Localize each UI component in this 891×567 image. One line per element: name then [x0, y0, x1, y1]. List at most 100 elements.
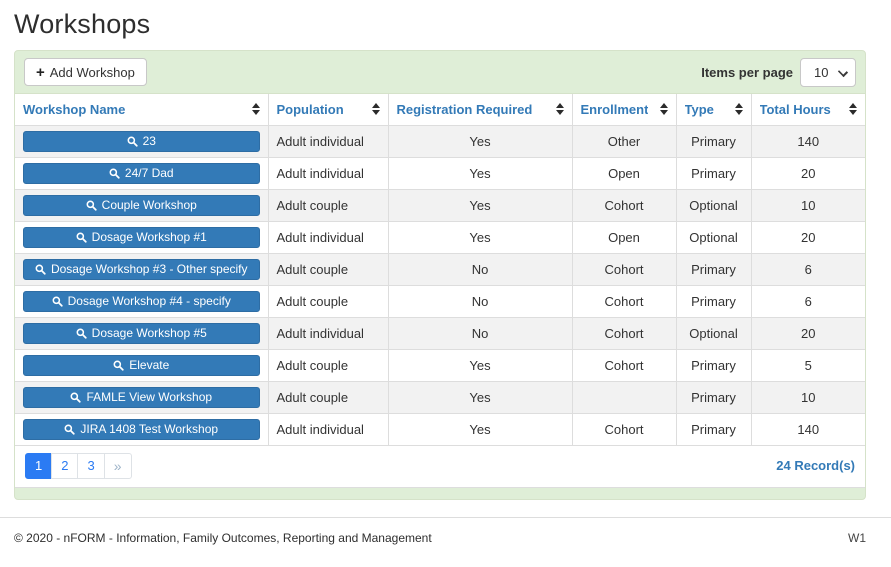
total-hours-cell: 140 [750, 124, 865, 158]
workshops-table-container: Workshop Name Population Registration Requ… [15, 93, 865, 488]
workshop-name-button[interactable]: 23 [23, 130, 260, 152]
registration-required-cell: Yes [387, 220, 573, 254]
total-hours-cell: 140 [750, 412, 865, 446]
workshop-name-cell: Dosage Workshop #3 - Other specify [15, 252, 269, 286]
workshop-name-cell: Dosage Workshop #1 [15, 220, 269, 254]
column-label: Workshop Name [23, 101, 126, 117]
enrollment-cell: Open [571, 220, 677, 254]
workshop-name-label: Couple Workshop [101, 198, 197, 212]
enrollment-cell: Cohort [571, 412, 677, 446]
workshop-name-cell: JIRA 1408 Test Workshop [15, 412, 269, 446]
table-row: Elevate Adult couple Yes Cohort Primary 5 [15, 348, 865, 382]
column-header-type[interactable]: Type [675, 94, 752, 126]
magnifier-icon [70, 392, 82, 403]
workshop-name-cell: 24/7 Dad [15, 156, 269, 190]
column-header-population[interactable]: Population [267, 94, 389, 126]
copyright-text: © 2020 - nFORM - Information, Family Out… [14, 530, 432, 545]
table-row: JIRA 1408 Test Workshop Adult individual Y… [15, 412, 865, 446]
column-header-registration-required[interactable]: Registration Required [387, 94, 573, 126]
enrollment-cell: Cohort [571, 284, 677, 318]
workshop-name-cell: Dosage Workshop #4 - specify [15, 284, 269, 318]
type-cell: Primary [675, 380, 752, 414]
workshop-name-cell: FAMLE View Workshop [15, 380, 269, 414]
magnifier-icon [113, 360, 124, 371]
registration-required-cell: Yes [387, 124, 573, 158]
column-header-total-hours[interactable]: Total Hours [750, 94, 865, 126]
sort-icon [371, 103, 380, 116]
workshop-name-label: Elevate [129, 358, 170, 372]
type-cell: Primary [675, 156, 752, 190]
magnifier-icon [64, 424, 76, 435]
sort-icon [659, 103, 668, 116]
enrollment-cell: Cohort [571, 252, 677, 286]
page-button-1[interactable]: 1 [25, 452, 53, 479]
version-label: W1 [848, 530, 866, 545]
magnifier-icon [109, 168, 120, 179]
population-cell: Adult individual [267, 412, 389, 446]
workshop-name-button[interactable]: Couple Workshop [23, 194, 260, 216]
workshop-name-button[interactable]: Dosage Workshop #3 - Other specify [23, 258, 260, 280]
column-header-enrollment[interactable]: Enrollment [571, 94, 677, 126]
total-hours-cell: 5 [750, 348, 865, 382]
population-cell: Adult couple [267, 188, 389, 222]
column-label: Population [276, 101, 344, 117]
total-hours-cell: 20 [750, 220, 865, 254]
plus-icon: + [36, 63, 45, 81]
workshop-name-cell: 23 [15, 124, 269, 158]
toolbar: + Add Workshop Items per page 10 [15, 51, 865, 93]
enrollment-cell: Cohort [571, 316, 677, 350]
workshop-name-label: JIRA 1408 Test Workshop [80, 422, 219, 436]
magnifier-icon [76, 232, 87, 243]
column-label: Enrollment [580, 101, 649, 117]
column-label: Registration Required [396, 101, 533, 117]
type-cell: Optional [675, 316, 752, 350]
magnifier-icon [127, 136, 138, 147]
table-footer: 1 2 3» 24 Record(s) [15, 445, 865, 488]
footer: © 2020 - nFORM - Information, Family Out… [0, 518, 891, 545]
workshops-panel: + Add Workshop Items per page 10 Worksho… [14, 50, 866, 500]
type-cell: Primary [675, 412, 752, 446]
type-cell: Optional [675, 188, 752, 222]
items-per-page-select[interactable]: 10 [800, 57, 856, 87]
next-page-button[interactable]: » [103, 452, 132, 479]
type-cell: Primary [675, 252, 752, 286]
registration-required-cell: Yes [387, 380, 573, 414]
page-button-2[interactable]: 2 [51, 452, 79, 479]
workshop-name-button[interactable]: Dosage Workshop #1 [23, 226, 260, 248]
workshop-name-label: Dosage Workshop #3 - Other specify [50, 262, 248, 276]
enrollment-cell: Cohort [571, 348, 677, 382]
workshop-name-button[interactable]: Elevate [23, 354, 260, 376]
add-workshop-button[interactable]: + Add Workshop [24, 58, 147, 86]
table-header-row: Workshop Name Population Registration Requ… [15, 94, 865, 126]
add-workshop-label: Add Workshop [49, 64, 135, 80]
registration-required-cell: No [387, 252, 573, 286]
enrollment-cell: Cohort [571, 188, 677, 222]
type-cell: Primary [675, 124, 752, 158]
population-cell: Adult couple [267, 284, 389, 318]
table-row: Dosage Workshop #1 Adult individual Yes Ope… [15, 220, 865, 254]
total-hours-cell: 6 [750, 252, 865, 286]
sort-icon [555, 103, 564, 116]
workshop-name-button[interactable]: Dosage Workshop #5 [23, 322, 260, 344]
type-cell: Primary [675, 284, 752, 318]
items-per-page: Items per page 10 [701, 57, 856, 87]
workshop-name-button[interactable]: 24/7 Dad [23, 162, 260, 184]
column-header-workshop-name[interactable]: Workshop Name [15, 94, 269, 126]
workshop-name-label: 23 [142, 134, 156, 148]
workshop-name-button[interactable]: Dosage Workshop #4 - specify [23, 290, 260, 312]
workshop-name-label: FAMLE View Workshop [86, 390, 213, 404]
workshop-name-button[interactable]: FAMLE View Workshop [23, 386, 260, 408]
workshop-name-label: 24/7 Dad [124, 166, 174, 180]
workshop-name-button[interactable]: JIRA 1408 Test Workshop [23, 418, 260, 440]
registration-required-cell: Yes [387, 156, 573, 190]
population-cell: Adult couple [267, 252, 389, 286]
table-row: 23 Adult individual Yes Other Primary 140 [15, 124, 865, 158]
population-cell: Adult individual [267, 220, 389, 254]
population-cell: Adult individual [267, 156, 389, 190]
type-cell: Primary [675, 348, 752, 382]
enrollment-cell: Open [571, 156, 677, 190]
workshop-name-cell: Dosage Workshop #5 [15, 316, 269, 350]
table-row: Couple Workshop Adult couple Yes Cohort Opti… [15, 188, 865, 222]
enrollment-cell: Other [571, 124, 677, 158]
page-button-3[interactable]: 3 [77, 452, 105, 479]
